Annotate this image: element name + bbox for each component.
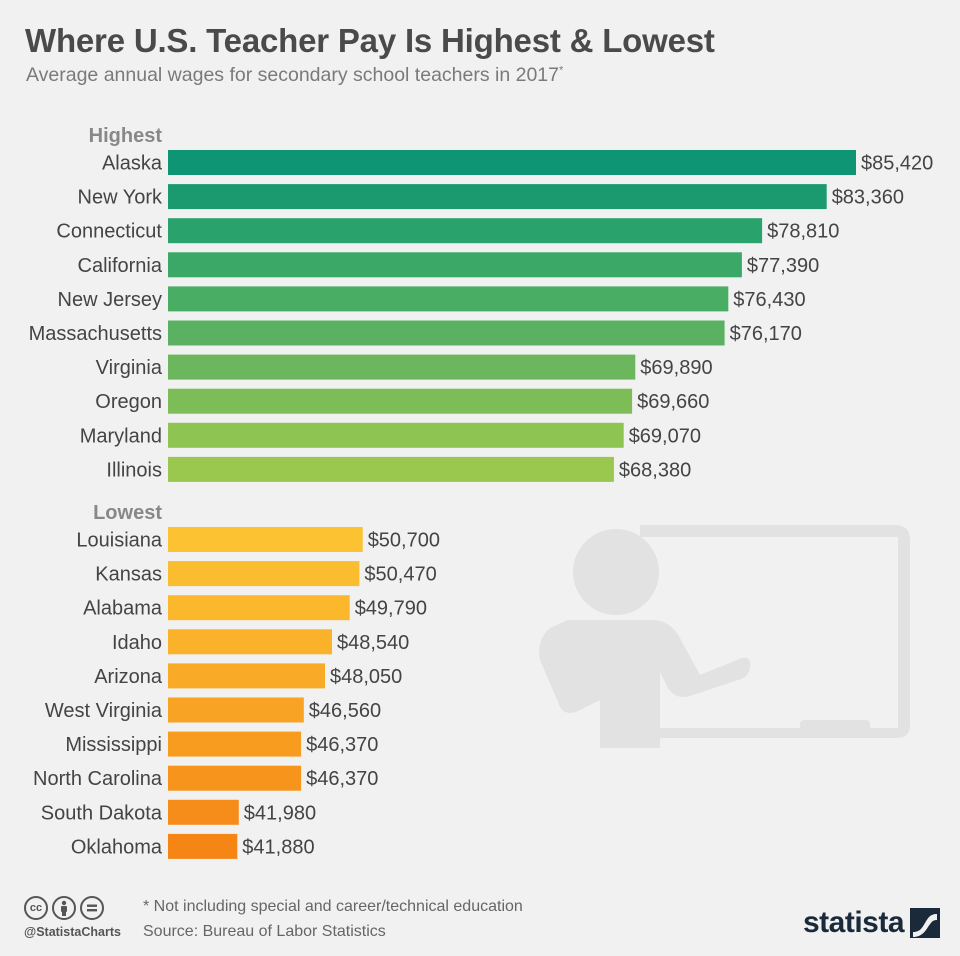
bar-arizona bbox=[168, 663, 325, 689]
category-label-virginia: Virginia bbox=[96, 357, 163, 379]
category-label-south-dakota: South Dakota bbox=[41, 802, 163, 824]
category-label-arizona: Arizona bbox=[94, 666, 163, 688]
bar-connecticut bbox=[168, 218, 763, 244]
bar-alaska bbox=[168, 150, 856, 175]
statista-logo-icon bbox=[910, 908, 941, 938]
cc-icon: cc bbox=[24, 896, 48, 920]
teacher-illustration-icon bbox=[539, 525, 910, 748]
category-label-connecticut: Connecticut bbox=[56, 221, 162, 243]
person-icon bbox=[61, 900, 67, 916]
value-label-connecticut: $78,810 bbox=[767, 221, 839, 243]
by-icon bbox=[52, 896, 76, 920]
value-label-idaho: $48,540 bbox=[337, 632, 409, 654]
subtitle-text: Average annual wages for secondary schoo… bbox=[26, 64, 559, 86]
bar-new-york bbox=[168, 184, 827, 210]
bar-louisiana bbox=[168, 527, 363, 552]
value-label-massachusetts: $76,170 bbox=[730, 323, 802, 345]
value-label-new-york: $83,360 bbox=[832, 187, 904, 209]
value-label-south-dakota: $41,980 bbox=[244, 802, 316, 824]
bar-west-virginia bbox=[168, 697, 304, 723]
value-label-north-carolina: $46,370 bbox=[306, 768, 378, 790]
category-label-oregon: Oregon bbox=[95, 391, 162, 413]
category-label-louisiana: Louisiana bbox=[76, 530, 163, 552]
value-label-mississippi: $46,370 bbox=[306, 734, 378, 756]
value-label-oklahoma: $41,880 bbox=[242, 836, 314, 858]
brand-name: statista bbox=[803, 906, 905, 939]
value-label-california: $77,390 bbox=[747, 255, 819, 277]
bar-kansas bbox=[168, 561, 360, 587]
bar-illinois bbox=[168, 456, 614, 482]
chart-subtitle: Average annual wages for secondary schoo… bbox=[26, 64, 563, 87]
category-label-kansas: Kansas bbox=[95, 564, 162, 586]
value-label-illinois: $68,380 bbox=[619, 459, 691, 481]
nd-icon bbox=[80, 896, 104, 920]
category-label-illinois: Illinois bbox=[106, 459, 162, 481]
category-label-massachusetts: Massachusetts bbox=[29, 323, 162, 345]
category-label-maryland: Maryland bbox=[80, 425, 162, 447]
category-label-alaska: Alaska bbox=[102, 153, 163, 175]
value-label-alabama: $49,790 bbox=[355, 598, 427, 620]
group-label-highest: Highest bbox=[89, 125, 163, 147]
license-icons: cc bbox=[24, 896, 104, 920]
category-label-north-carolina: North Carolina bbox=[33, 768, 163, 790]
social-handle: @StatistaCharts bbox=[24, 925, 121, 939]
category-label-alabama: Alabama bbox=[83, 598, 163, 620]
category-label-california: California bbox=[78, 255, 163, 277]
category-label-mississippi: Mississippi bbox=[65, 734, 162, 756]
category-label-new-york: New York bbox=[78, 187, 163, 209]
bar-idaho bbox=[168, 629, 332, 655]
value-label-oregon: $69,660 bbox=[637, 391, 709, 413]
value-label-louisiana: $50,700 bbox=[368, 530, 440, 552]
equals-icon bbox=[87, 904, 97, 912]
bar-south-dakota bbox=[168, 799, 239, 825]
value-label-new-jersey: $76,430 bbox=[733, 289, 805, 311]
category-label-oklahoma: Oklahoma bbox=[71, 836, 163, 858]
value-label-kansas: $50,470 bbox=[364, 564, 436, 586]
category-label-west-virginia: West Virginia bbox=[45, 700, 163, 722]
bar-massachusetts bbox=[168, 320, 725, 346]
value-label-maryland: $69,070 bbox=[629, 425, 701, 447]
value-label-west-virginia: $46,560 bbox=[309, 700, 381, 722]
brand-logo: statista bbox=[803, 906, 941, 940]
bar-california bbox=[168, 252, 742, 278]
group-label-lowest: Lowest bbox=[93, 502, 162, 524]
category-label-new-jersey: New Jersey bbox=[58, 289, 162, 311]
source-note: Source: Bureau of Labor Statistics bbox=[143, 923, 386, 940]
bar-mississippi bbox=[168, 731, 302, 757]
bar-north-carolina bbox=[168, 765, 302, 791]
bar-oregon bbox=[168, 388, 633, 414]
footnote: * Not including special and career/techn… bbox=[143, 898, 523, 915]
chart-title: Where U.S. Teacher Pay Is Highest & Lowe… bbox=[25, 22, 715, 59]
bar-virginia bbox=[168, 354, 636, 380]
bar-oklahoma bbox=[168, 833, 238, 859]
value-label-alaska: $85,420 bbox=[861, 153, 933, 175]
subtitle-footnote-marker: * bbox=[558, 64, 564, 77]
bar-maryland bbox=[168, 422, 624, 448]
bar-alabama bbox=[168, 595, 350, 621]
category-label-idaho: Idaho bbox=[112, 632, 162, 654]
value-label-virginia: $69,890 bbox=[640, 357, 712, 379]
bars-layer: Highest Alaska $85,420 New York $83,360 Conne… bbox=[29, 125, 933, 859]
bar-new-jersey bbox=[168, 286, 729, 312]
value-label-arizona: $48,050 bbox=[330, 666, 402, 688]
